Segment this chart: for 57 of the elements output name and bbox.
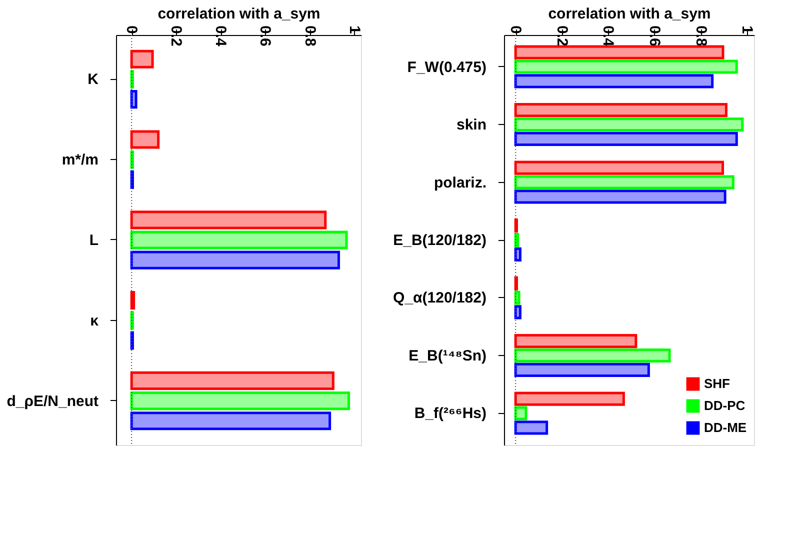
x-tick-label: 0.2	[553, 26, 570, 46]
bar	[514, 60, 738, 74]
bar	[514, 305, 522, 320]
bar	[130, 230, 348, 250]
bar	[514, 362, 650, 377]
y-tick-label: B_f(²⁶⁶Hs)	[414, 405, 486, 422]
x-tick-label: 0	[507, 26, 524, 34]
x-axis-title: correlation with a_sym	[158, 6, 320, 22]
bar	[130, 291, 136, 310]
bar	[514, 117, 744, 132]
bar	[130, 250, 340, 270]
bar	[130, 391, 350, 410]
bar	[130, 412, 332, 430]
bar	[514, 190, 726, 204]
bar	[514, 290, 520, 305]
bar	[514, 406, 528, 420]
y-tick-label: F_W(0.475)	[407, 58, 486, 76]
x-tick-label: 0.6	[646, 26, 663, 46]
x-tick-label: 0.2	[168, 26, 185, 46]
bar	[130, 90, 138, 109]
y-tick-label: L	[89, 232, 98, 249]
bar	[514, 160, 724, 175]
y-tick-label: polariz.	[434, 174, 486, 192]
x-tick-label: 0.6	[256, 26, 274, 46]
bar	[514, 132, 738, 146]
x-tick-label: 0.4	[212, 26, 230, 48]
bar	[130, 371, 334, 390]
bar	[514, 45, 724, 60]
x-tick-label: 0.8	[301, 26, 318, 46]
y-tick-label: E_B(¹⁴⁸Sn)	[408, 347, 487, 364]
bar	[130, 50, 154, 68]
bar	[514, 74, 714, 88]
y-tick-label: κ	[90, 312, 100, 330]
y-tick-label: Q_α(120/182)	[393, 290, 486, 307]
y-tick-label: m*/m	[62, 152, 98, 169]
y-tick-label: d_ρE/N_neut	[6, 392, 98, 410]
x-tick-label: 0	[123, 26, 140, 34]
legend-label: DD-ME	[704, 420, 747, 435]
bar	[130, 210, 327, 230]
bar	[514, 392, 625, 406]
x-tick-label: 1	[346, 26, 363, 34]
bar	[130, 130, 160, 149]
bar	[514, 420, 548, 435]
bar	[514, 334, 638, 348]
bar	[514, 348, 671, 363]
legend-label: DD-PC	[704, 398, 746, 413]
y-tick-label: E_B(120/182)	[393, 232, 486, 249]
bar	[514, 103, 728, 118]
bar	[514, 232, 520, 248]
x-tick-label: 1	[738, 26, 756, 34]
x-axis-title: correlation with a_sym	[548, 6, 711, 22]
y-tick-label: K	[88, 71, 99, 88]
x-tick-label: 0.8	[692, 26, 710, 46]
bar	[514, 175, 734, 190]
bar	[514, 247, 522, 262]
legend-label: SHF	[704, 376, 730, 391]
y-tick-label: skin	[456, 116, 486, 134]
